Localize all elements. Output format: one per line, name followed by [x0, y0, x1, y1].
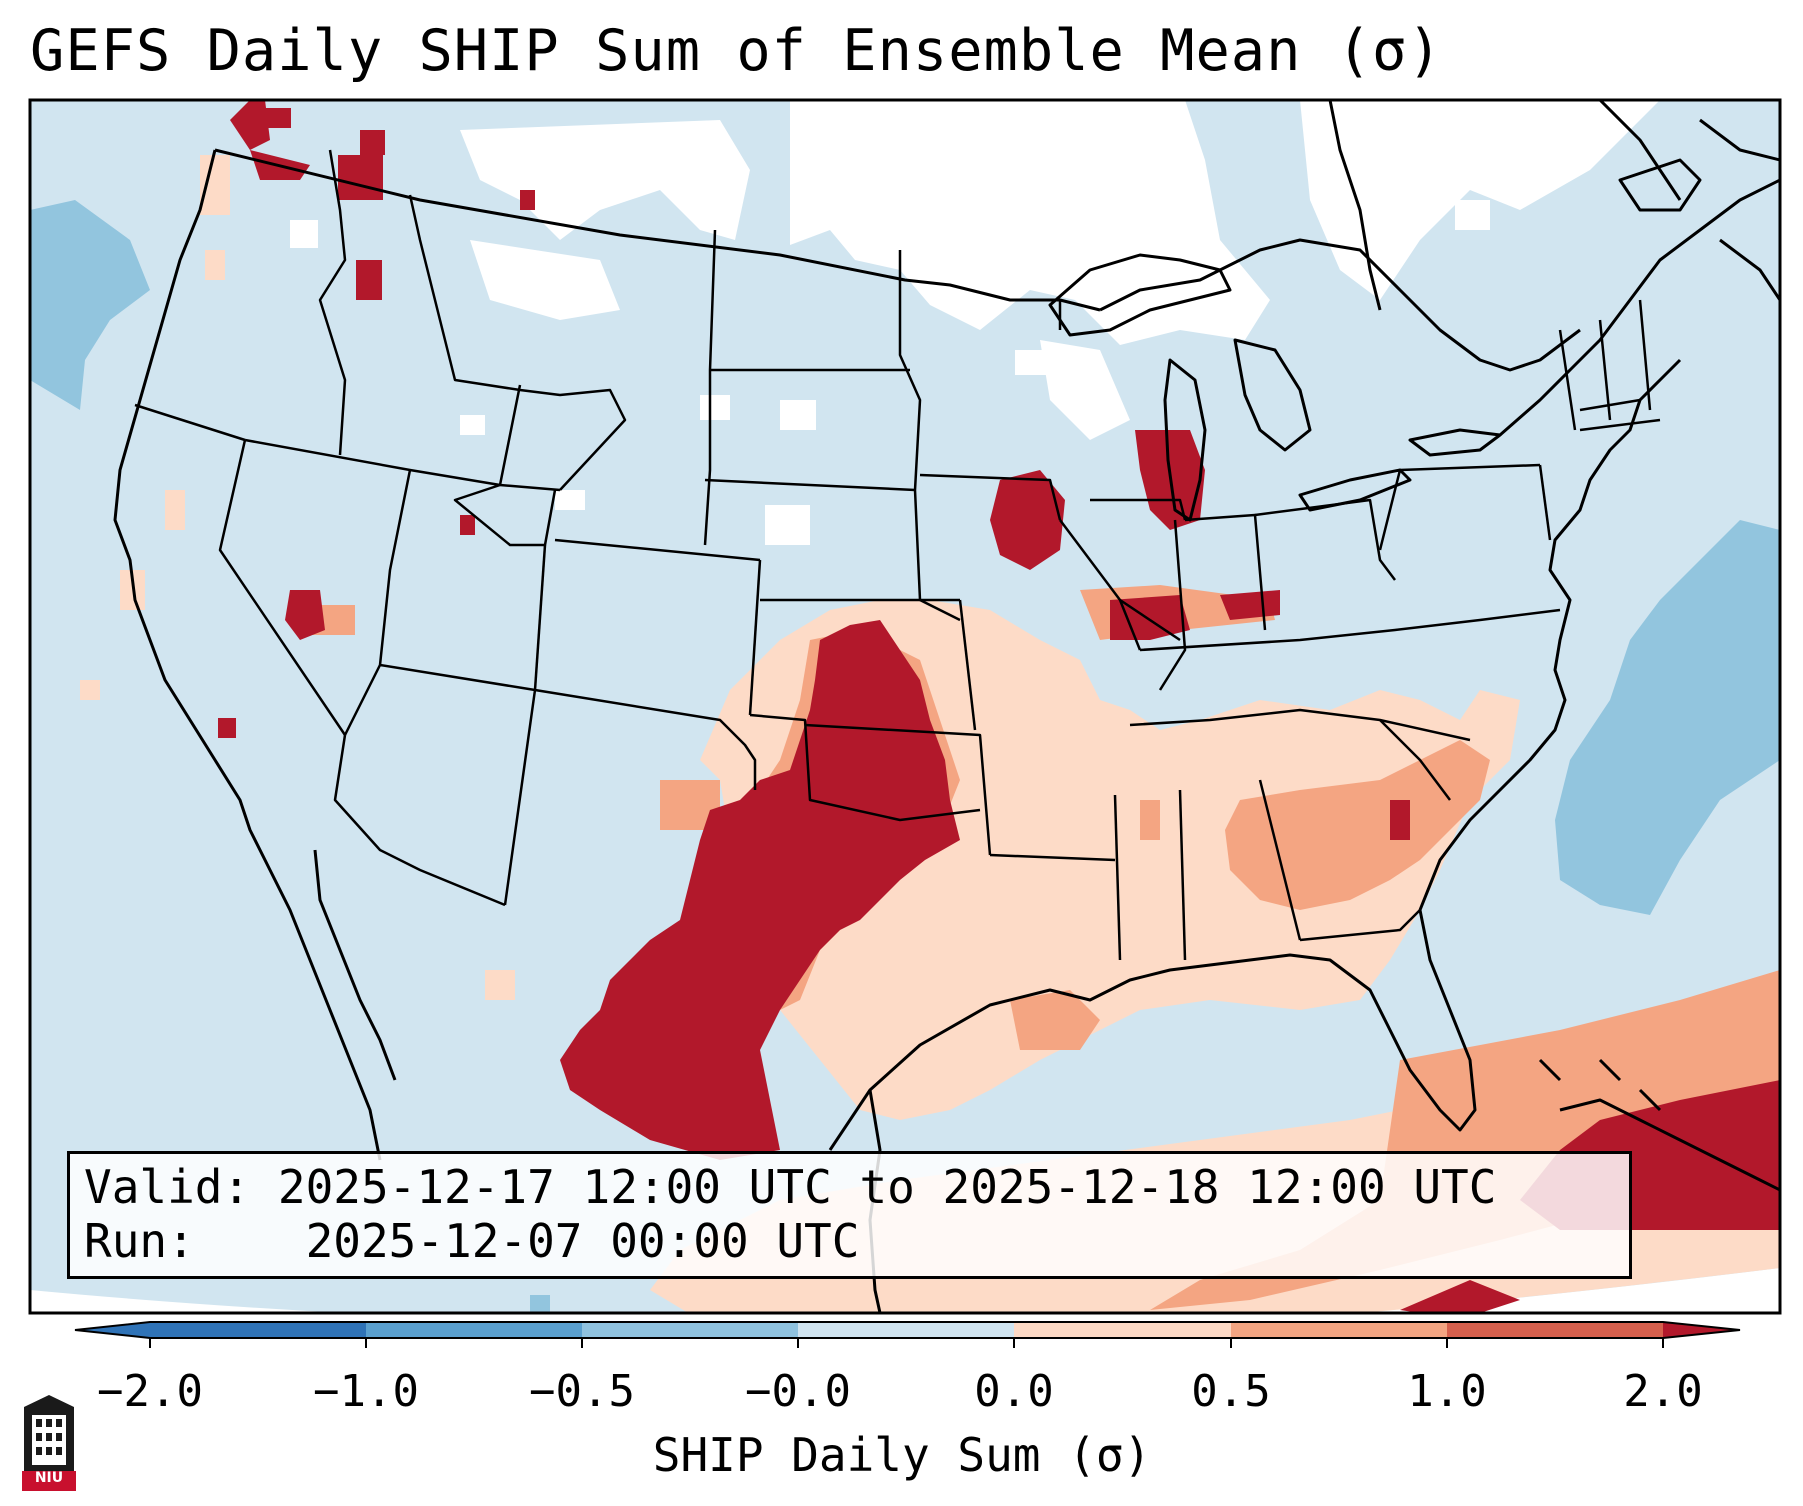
colorbar-tick-label: 0.5 — [1191, 1366, 1271, 1417]
valid-run-infobox: Valid: 2025-12-17 12:00 UTC to 2025-12-1… — [67, 1151, 1632, 1279]
colorbar-tick-label: −1.0 — [313, 1366, 419, 1417]
colorbar-bin-3 — [582, 1322, 798, 1338]
colorbar-tick-label: −0.0 — [745, 1366, 851, 1417]
colorbar-extend-low — [75, 1322, 150, 1338]
pacific-coast — [113, 149, 382, 1161]
colorbar-extend-high — [1663, 1322, 1740, 1338]
colorbar-tick-label: −0.5 — [529, 1366, 635, 1417]
lake-ontario — [1408, 428, 1502, 457]
state-borders — [134, 149, 1661, 961]
colorbar-tick-label: −2.0 — [97, 1366, 203, 1417]
valid-time: 2025-12-17 12:00 UTC to 2025-12-18 12:00… — [277, 1160, 1497, 1214]
niu-logo-icon — [22, 1395, 76, 1491]
colorbar-bin-7 — [1447, 1322, 1663, 1338]
colorbar-bin-1 — [150, 1322, 366, 1338]
run-label: Run: — [84, 1214, 195, 1268]
colorbar-tick-label: 1.0 — [1407, 1366, 1487, 1417]
gulf-coast — [828, 909, 1477, 1151]
colorbar-tick-label: 0.0 — [974, 1366, 1054, 1417]
colorbar — [74, 1321, 1741, 1348]
colorbar-bin-5 — [1014, 1322, 1231, 1338]
valid-label: Valid: — [84, 1160, 251, 1214]
shaded-field — [30, 100, 1780, 1313]
colorbar-bin-2 — [366, 1322, 582, 1338]
niu-logo-text: NIU — [34, 1470, 64, 1486]
lake-erie — [1298, 468, 1412, 512]
coastlines-borders — [113, 100, 1780, 1313]
lake-huron — [1233, 338, 1312, 452]
colorbar-tick-label: 2.0 — [1623, 1366, 1703, 1417]
colorbar-bin-6 — [1231, 1322, 1447, 1338]
atlantic-coast — [1418, 358, 1682, 911]
map-title: GEFS Daily SHIP Sum of Ensemble Mean (σ) — [30, 18, 1443, 84]
run-time: 2025-12-07 00:00 UTC — [305, 1214, 860, 1268]
lake-superior — [1048, 253, 1232, 337]
map-frame — [28, 98, 1782, 1315]
negative-anomaly-areas — [30, 200, 1780, 1313]
us-canada-border — [214, 148, 1101, 312]
colorbar-label: SHIP Daily Sum (σ) — [652, 1428, 1152, 1482]
colorbar-bin-4 — [798, 1322, 1014, 1338]
